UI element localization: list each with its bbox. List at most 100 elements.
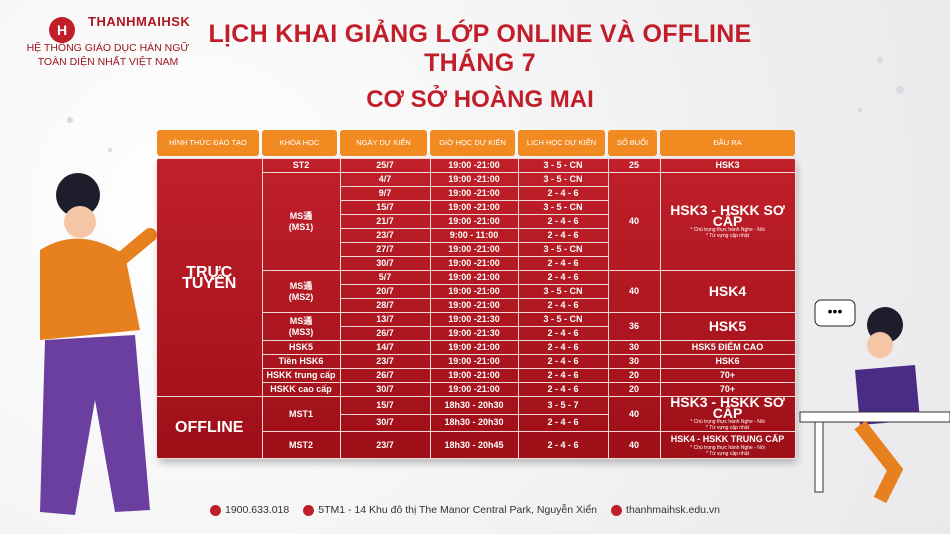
output-note: * Chú trọng thực hành Nghe - Nói — [690, 444, 765, 451]
column-header: NGÀY DỰ KIẾN — [340, 130, 427, 156]
column-header: LỊCH HỌC DỰ KIẾN — [518, 130, 605, 156]
sessions-count: 40 — [607, 431, 661, 459]
time-cell: 19:00 -21:00 — [429, 270, 519, 285]
schedule-cell: 3 - 5 - CN — [517, 172, 609, 187]
row: TRỰC TUYẾN ST2 25/7 19:00 -21:00 3 - 5 - CN 2… — [157, 158, 796, 397]
row: 26/7 19:00 -21:30 2 - 4 - 6 — [157, 326, 795, 341]
time-cell: 19:00 -21:00 — [429, 256, 519, 271]
svg-text:•••: ••• — [828, 303, 843, 319]
schedule-cell: 3 - 5 - 7 — [517, 396, 609, 415]
logo-brand: THANHMAIHSK — [88, 14, 191, 29]
footer: 1900.633.018 5TM1 - 14 Khu đô thị The Ma… — [210, 504, 720, 516]
date-cell: 14/7 — [339, 340, 431, 355]
row: Tiền HSK6 23/7 19:00 -21:00 2 - 4 - 6 30 HSK6 — [157, 354, 796, 369]
output: HSK4 — [708, 283, 747, 299]
output: HSK5 ĐIỂM CAO — [691, 342, 764, 352]
time-cell: 19:00 -21:00 — [429, 368, 519, 383]
schedule-cell: 2 - 4 - 6 — [517, 340, 609, 355]
schedule-cell: 2 - 4 - 6 — [517, 431, 609, 459]
sessions-count: 20 — [607, 368, 661, 383]
output-note: * Chú trọng thực hành Nghe - Nói — [690, 419, 765, 425]
date-cell: 23/7 — [339, 354, 431, 369]
column-header: ĐẦU RA — [660, 130, 795, 156]
date-cell: 28/7 — [339, 298, 431, 313]
date-cell: 13/7 — [339, 312, 431, 327]
row: 23/7 9:00 - 11:00 2 - 4 - 6 — [157, 228, 795, 243]
date-cell: 27/7 — [339, 242, 431, 257]
time-cell: 9:00 - 11:00 — [429, 228, 519, 243]
logo-tagline: HỆ THỐNG GIÁO DỤC HÁN NGỮ — [26, 42, 190, 54]
output-cell: HSK4 - HSKK TRUNG CẤP * Chú trọng thực hà… — [659, 431, 796, 459]
header: LỊCH KHAI GIẢNG LỚP ONLINE VÀ OFFLINE TH… — [160, 20, 800, 114]
row: MST2 23/7 18h30 - 20h45 2 - 4 - 6 40 HSK4 - H… — [157, 431, 796, 459]
column-header: GIỜ HỌC DỰ KIẾN — [430, 130, 515, 156]
footer-item: thanhmaihsk.edu.vn — [611, 504, 720, 516]
row: OFFLINE MST1 15/7 18h30 - 20h30 3 - 5 - 7 40 H… — [157, 396, 796, 459]
date-cell: 21/7 — [339, 214, 431, 229]
time-cell: 19:00 -21:00 — [429, 172, 519, 187]
course-cell: MS通 (MS1) — [261, 172, 341, 271]
date-cell: 26/7 — [339, 368, 431, 383]
date-cell: 26/7 — [339, 326, 431, 341]
output-cell: HSK4 — [659, 270, 796, 313]
column-header: KHÓA HỌC — [262, 130, 337, 156]
schedule-cell: 3 - 5 - CN — [517, 200, 609, 215]
output-cell: HSK6 — [659, 354, 796, 369]
time-cell: 19:00 -21:30 — [429, 326, 519, 341]
row: 15/7 19:00 -21:00 3 - 5 - CN — [157, 200, 795, 215]
time-cell: 19:00 -21:00 — [429, 284, 519, 299]
schedule-cell: 2 - 4 - 6 — [517, 270, 609, 285]
table: TRỰC TUYẾN ST2 25/7 19:00 -21:00 3 - 5 - CN 2… — [157, 158, 796, 459]
course-cell: MS通 (MS3) — [261, 312, 341, 341]
schedule-cell: 2 - 4 - 6 — [517, 382, 609, 397]
output-cell: HSK3 - HSKK SƠ CẤP * Chú trọng thực hành … — [659, 172, 796, 271]
address: 5TM1 - 14 Khu đô thị The Manor Central P… — [318, 504, 598, 516]
time-cell: 19:00 -21:00 — [429, 200, 519, 215]
column-header: HÌNH THỨC ĐÀO TẠO — [157, 130, 259, 156]
course-cell: ST2 — [261, 158, 341, 173]
course-cell: HSKK cao cấp — [261, 382, 341, 397]
time-cell: 19:00 -21:00 — [429, 382, 519, 397]
output: HSK4 - HSKK TRUNG CẤP — [670, 433, 785, 444]
schedule-cell: 2 - 4 - 6 — [517, 354, 609, 369]
illustration-right: ••• — [799, 299, 950, 504]
table-header: HÌNH THỨC ĐÀO TẠO KHÓA HỌC NGÀY DỰ KIẾN GIỜ… — [157, 130, 795, 156]
row: 20/7 19:00 -21:00 3 - 5 - CN — [157, 284, 795, 299]
title: LỊCH KHAI GIẢNG LỚP ONLINE VÀ OFFLINE TH… — [208, 20, 752, 77]
time-cell: 18h30 - 20h45 — [429, 431, 519, 459]
website: thanhmaihsk.edu.vn — [626, 504, 721, 516]
date-cell: 30/7 — [339, 382, 431, 397]
time-cell: 19:00 -21:00 — [429, 214, 519, 229]
schedule-cell: 2 - 4 - 6 — [517, 368, 609, 383]
date-cell: 15/7 — [339, 200, 431, 215]
mode-cell: OFFLINE — [157, 396, 263, 459]
course-name: (MS1) — [288, 221, 314, 232]
course-name: MST2 — [288, 439, 313, 450]
sessions-count: 20 — [607, 382, 661, 397]
course-name: Tiền HSK6 — [278, 356, 324, 366]
row: 28/7 19:00 -21:00 2 - 4 - 6 — [157, 298, 795, 313]
time-cell: 19:00 -21:00 — [429, 242, 519, 257]
output: HSK3 - HSKK SƠ CẤP — [670, 201, 785, 229]
time-cell: 19:00 -21:00 — [429, 354, 519, 369]
schedule-cell: 2 - 4 - 6 — [517, 413, 609, 432]
sessions-count: 25 — [607, 158, 661, 173]
schedule-cell: 3 - 5 - CN — [517, 284, 609, 299]
illustration-left — [40, 173, 157, 515]
time-cell: 19:00 -21:00 — [429, 298, 519, 313]
course-cell: MST1 — [261, 396, 341, 432]
output-cell: 70+ — [659, 382, 796, 397]
course-name: HSKK trung cấp — [266, 370, 336, 380]
output-note: * Từ vựng cập nhật — [705, 425, 749, 431]
date-cell: 20/7 — [339, 284, 431, 299]
output-note: * Từ vựng cập nhật — [705, 232, 749, 239]
row: 9/7 19:00 -21:00 2 - 4 - 6 — [157, 186, 795, 201]
mode-cell: TRỰC TUYẾN — [157, 158, 263, 397]
output-cell: HSK3 - HSKK SƠ CẤP * Chú trọng thực hành … — [659, 396, 796, 432]
schedule-cell: 3 - 5 - CN — [517, 312, 609, 327]
output: HSK6 — [715, 356, 740, 366]
output-note: * Từ vựng cập nhật — [705, 450, 749, 457]
schedule-cell: 2 - 4 - 6 — [517, 298, 609, 313]
